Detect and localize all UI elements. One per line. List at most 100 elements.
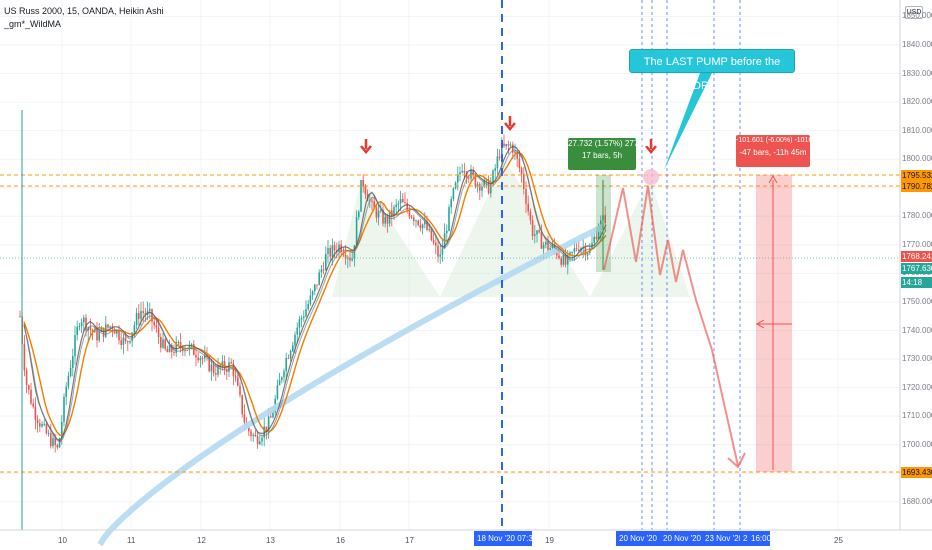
candle-body <box>375 207 378 218</box>
candle-body <box>45 423 48 434</box>
candle-body <box>283 371 285 378</box>
callout-label[interactable]: The LAST PUMP before the DROP? <box>629 49 795 92</box>
candle-body <box>120 340 122 345</box>
candle-body <box>294 334 296 346</box>
candle-body <box>512 144 514 153</box>
candle-body <box>413 217 415 221</box>
price-tick: 1700.000 <box>902 439 932 449</box>
currency-button[interactable]: USD <box>905 6 923 19</box>
candle-body <box>364 186 367 195</box>
candle-body <box>417 220 419 225</box>
candle-body <box>85 317 87 331</box>
candle-body <box>402 199 404 203</box>
candle-body <box>25 370 28 386</box>
candle-body <box>223 361 226 370</box>
candle-body <box>195 355 197 358</box>
candle-body <box>118 329 120 341</box>
candle-body <box>567 254 569 265</box>
candle-body <box>133 325 136 333</box>
candle-body <box>558 255 560 259</box>
candle-body <box>259 441 261 445</box>
candle-body <box>281 377 283 381</box>
candle-body <box>538 230 540 233</box>
candle-body <box>292 345 294 352</box>
time-tick: 11 <box>127 536 136 545</box>
candle-body <box>122 337 125 345</box>
candle-body <box>168 344 171 353</box>
ma-line-grey <box>23 149 607 444</box>
long-position-box[interactable] <box>596 175 611 272</box>
wild-ma-band <box>97 223 606 547</box>
price-tick: 1740.000 <box>902 325 932 335</box>
price-axis-label: 14:18 <box>901 277 932 288</box>
candle-body <box>318 272 320 286</box>
candle-body <box>217 365 219 375</box>
candle-body <box>569 252 571 255</box>
candle-body <box>234 376 237 378</box>
time-tick: 10 <box>58 536 67 545</box>
candle-body <box>311 291 314 296</box>
candle-body <box>371 200 373 202</box>
candle-body <box>96 329 98 341</box>
candle-body <box>487 179 490 194</box>
candle-body <box>536 230 538 235</box>
candle-body <box>384 216 386 224</box>
candle-body <box>151 309 153 322</box>
candle-body <box>531 220 534 236</box>
candle-body <box>69 367 72 377</box>
time-highlight-label: 23 Nov '20 <box>702 531 746 546</box>
candle-body <box>41 423 43 427</box>
candle-body <box>347 257 349 259</box>
candle-body <box>184 349 186 352</box>
candle-body <box>408 209 411 217</box>
candle-body <box>80 322 83 327</box>
candle-body <box>476 184 479 187</box>
candle-body <box>303 316 305 318</box>
candle-body <box>520 168 523 175</box>
candle-body <box>452 188 455 200</box>
price-tick: 1820.000 <box>902 97 932 107</box>
candle-body <box>333 245 336 251</box>
candle-body <box>421 224 424 229</box>
long-measure-line2: 17 bars, 5h <box>581 151 623 160</box>
long-measure-label: 27.732 (1.57%) 2773.2 17 bars, 5h <box>568 138 649 170</box>
candle-body <box>430 229 433 241</box>
candle-body <box>267 416 270 432</box>
candle-body <box>305 309 307 317</box>
candle-body <box>355 217 358 246</box>
candle-body <box>208 356 210 372</box>
candle-body <box>256 436 259 445</box>
moving-averages <box>23 145 607 547</box>
candle-body <box>72 356 74 368</box>
candle-body <box>597 230 600 240</box>
indicator-legend[interactable]: _gm*_WildMA <box>4 19 62 29</box>
candle-body <box>109 326 111 328</box>
candle-body <box>459 172 461 175</box>
candle-body <box>89 327 92 330</box>
candle-body <box>278 380 281 386</box>
candle-body <box>448 207 450 231</box>
candle-body <box>272 412 274 418</box>
candle-body <box>523 174 525 190</box>
candle-body <box>329 247 331 257</box>
candle-body <box>243 414 246 423</box>
candle-body <box>518 158 521 169</box>
candle-body <box>250 431 252 437</box>
candle-body <box>186 349 188 351</box>
candle-body <box>221 361 224 368</box>
price-axis-label: 1693.430 <box>901 467 932 478</box>
price-tick: 1840.000 <box>902 40 932 49</box>
candle-body <box>505 144 507 147</box>
candle-body <box>516 151 518 159</box>
time-tick: 25 <box>834 536 843 545</box>
candle-body <box>437 245 439 257</box>
candle-body <box>149 309 151 311</box>
price-tick: 1770.000 <box>902 239 932 249</box>
candle-body <box>320 269 323 273</box>
candle-body <box>287 358 290 360</box>
candle-body <box>39 423 41 427</box>
candle-body <box>237 377 239 386</box>
short-position-box[interactable] <box>755 174 792 472</box>
candle-body <box>107 324 109 328</box>
